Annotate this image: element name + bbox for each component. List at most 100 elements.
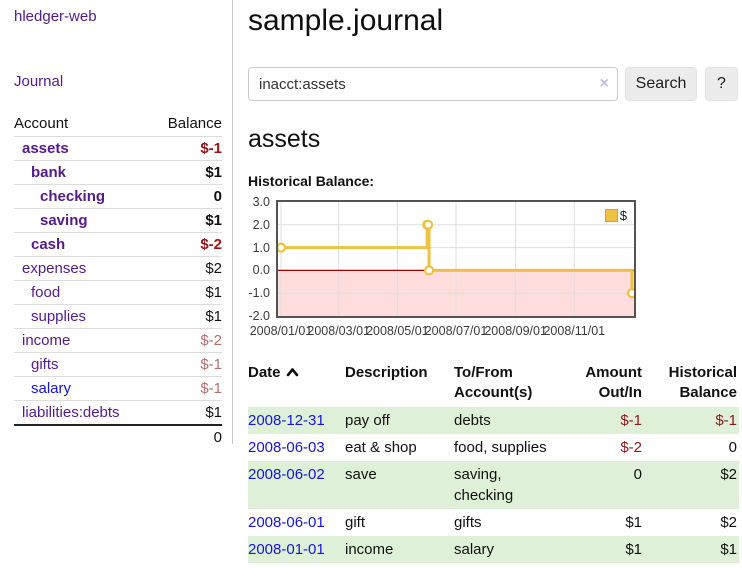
sidebar-item-journal[interactable]: Journal [14, 73, 64, 90]
register-row[interactable]: 2008-06-02 save saving, checking 0 $2 [248, 461, 739, 509]
sidebar-account-link[interactable]: salary [31, 380, 72, 397]
sidebar-account-row: saving $1 [14, 208, 222, 232]
app-title-link[interactable]: hledger-web [14, 8, 97, 25]
chart-title: Historical Balance: [248, 173, 375, 189]
sidebar-account-row: checking 0 [14, 184, 222, 208]
balance-cell: $2 [720, 514, 737, 531]
sidebar-account-link[interactable]: liabilities:debts [22, 404, 120, 421]
balance-column-header-main: Historical Balance [668, 364, 737, 401]
account-page-title: assets [248, 125, 321, 153]
amount-cell: $1 [625, 514, 642, 531]
sidebar-account-link[interactable]: expenses [22, 260, 87, 277]
chart-canvas [278, 202, 634, 316]
data-point-marker [626, 288, 634, 299]
main-content: sample.journal × Search ? assets Histori… [248, 0, 742, 563]
x-tick-label: 2008/11/01 [543, 324, 606, 338]
description-cell: eat & shop [345, 439, 417, 456]
y-tick-label: 3.0 [252, 195, 270, 209]
register-row[interactable]: 2008-01-01 income salary $1 $1 [248, 536, 739, 563]
sidebar-account-balance: $-1 [200, 140, 222, 157]
help-button[interactable]: ? [705, 67, 738, 101]
transaction-date-link[interactable]: 2008-06-03 [248, 439, 325, 456]
sidebar-account-balance: $-1 [200, 356, 222, 373]
x-tick-label: 2008/03/01 [307, 324, 370, 338]
accounts-column-header: To/From Account(s) [454, 364, 533, 401]
amount-column-header: Amount Out/In [585, 364, 642, 401]
sidebar-account-link[interactable]: assets [22, 140, 69, 157]
balance-cell: $2 [720, 466, 737, 483]
sort-ascending-icon [286, 363, 299, 383]
sidebar-account-row: income $-2 [14, 328, 222, 352]
sidebar-account-balance: $1 [205, 404, 222, 421]
sidebar-account-balance: $1 [205, 212, 222, 229]
balance-cell: $1 [720, 541, 737, 558]
date-cell: 2008-01-01 [248, 536, 345, 563]
sidebar-account-row: cash $-2 [14, 232, 222, 256]
accounts-cell: food, supplies [454, 439, 547, 456]
sidebar-account-link[interactable]: bank [31, 164, 67, 181]
transaction-date-link[interactable]: 2008-12-31 [248, 412, 325, 429]
account-column-header: Account [14, 115, 69, 132]
sidebar-account-row: salary $-1 [14, 376, 222, 400]
sidebar-account-balance: $-2 [200, 332, 222, 349]
account-balance-table: Account Balance assets $-1 bank $1 checking 0… [14, 112, 222, 449]
page-title: sample.journal [248, 4, 444, 37]
transaction-date-link[interactable]: 2008-06-01 [248, 514, 325, 531]
sidebar-account-row: gifts $-1 [14, 352, 222, 376]
description-cell: pay off [345, 412, 390, 429]
description-cell: income [345, 541, 394, 558]
search-input[interactable] [248, 67, 618, 101]
clear-search-icon[interactable]: × [599, 75, 609, 92]
sidebar-account-balance: $2 [205, 260, 222, 277]
sidebar-account-link[interactable]: saving [40, 212, 88, 229]
x-tick-label: 2008/05/01 [366, 324, 429, 338]
account-table-header: Account Balance [14, 112, 222, 136]
legend-swatch [604, 209, 618, 222]
chart-legend: $ [602, 207, 629, 224]
search-input-wrap: × [248, 67, 618, 101]
data-point-marker [423, 219, 434, 230]
x-tick-label: 2008/01/01 [249, 324, 313, 338]
sidebar-account-row: expenses $2 [14, 256, 222, 280]
accounts-cell: saving, checking [454, 466, 514, 504]
sidebar-account-link[interactable]: income [22, 332, 71, 349]
accounts-cell: debts [454, 412, 491, 429]
register-body: 2008-12-31 pay off debts $-1 $-1 2008-06-03 ea… [248, 407, 739, 563]
sidebar-account-link[interactable]: cash [31, 236, 66, 253]
sidebar-account-row: liabilities:debts $1 [14, 400, 222, 424]
date-cell: 2008-06-01 [248, 509, 345, 536]
register-row[interactable]: 2008-06-01 gift gifts $1 $2 [248, 509, 739, 536]
sidebar-account-balance: 0 [213, 188, 222, 205]
register-row[interactable]: 2008-12-31 pay off debts $-1 $-1 [248, 407, 739, 434]
sidebar-account-link[interactable]: checking [40, 188, 106, 205]
data-point-marker [423, 265, 435, 276]
sidebar-account-link[interactable]: supplies [31, 308, 87, 325]
transaction-date-link[interactable]: 2008-01-01 [248, 541, 325, 558]
x-tick-label: 2008/07/01 [424, 324, 488, 338]
sidebar-account-link[interactable]: gifts [31, 356, 59, 373]
date-cell: 2008-06-03 [248, 434, 345, 461]
data-point-marker [278, 242, 287, 253]
sidebar-account-row: bank $1 [14, 160, 222, 184]
sidebar-account-link[interactable]: food [31, 284, 61, 301]
description-cell: save [345, 466, 377, 483]
balance-cell: $-1 [715, 412, 737, 429]
description-cell: gift [345, 514, 366, 531]
register-row[interactable]: 2008-06-03 eat & shop food, supplies $-2 0 [248, 434, 739, 461]
y-tick-label: -2.0 [248, 309, 270, 323]
search-button[interactable]: Search [625, 67, 697, 101]
x-tick-label: 2008/09/01 [484, 324, 547, 338]
date-cell: 2008-06-02 [248, 461, 345, 509]
date-column-header[interactable]: Date [248, 361, 345, 407]
balance-column-header: Balance [167, 115, 222, 132]
date-cell: 2008-12-31 [248, 407, 345, 434]
account-total: 0 [14, 424, 222, 449]
search-form: × Search ? [248, 67, 742, 101]
y-tick-label: -1.0 [248, 286, 270, 301]
amount-cell: 0 [633, 466, 642, 483]
sidebar-account-balance: $-2 [200, 236, 222, 253]
chart-plot-area: $ [276, 200, 636, 318]
transaction-date-link[interactable]: 2008-06-02 [248, 466, 325, 483]
register-table: Date Description To/From Account(s) Amou… [248, 361, 739, 563]
y-tick-label: 1.0 [252, 240, 270, 255]
